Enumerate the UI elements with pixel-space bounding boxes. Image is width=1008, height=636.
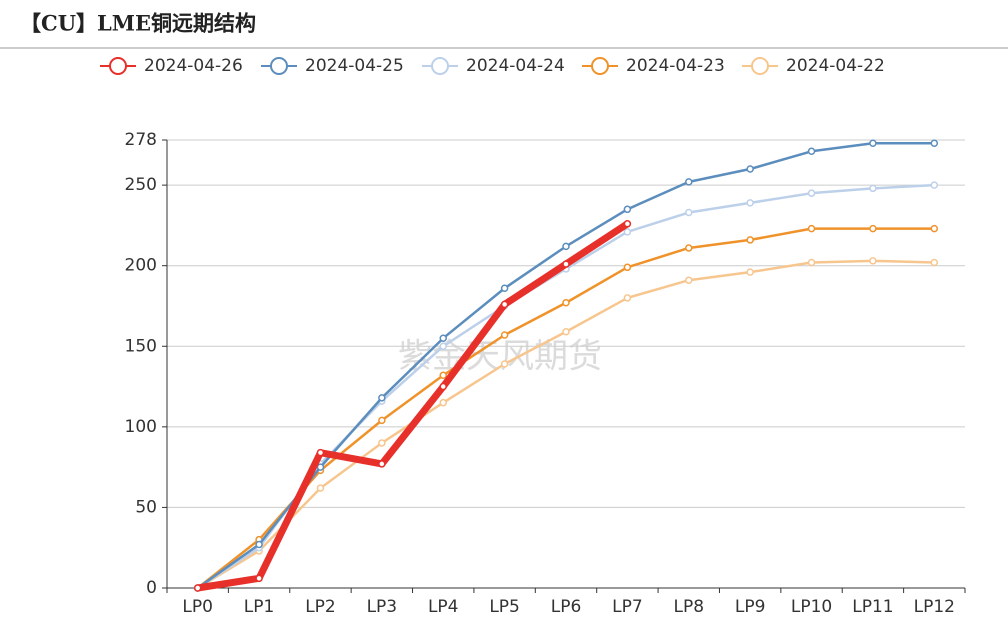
point [562,299,570,307]
point [746,165,754,173]
point [500,360,509,368]
x-tick-label: LP0 [182,597,213,617]
legend-label: 2024-04-22 [786,56,885,76]
point [378,439,386,447]
point [562,260,570,268]
point [685,276,693,284]
point [562,328,570,336]
point [807,189,816,197]
legend-marker [109,57,127,75]
x-tick-label: LP1 [244,597,275,617]
watermark: 紫金天风期货 [398,337,602,377]
point [869,224,877,233]
x-tick-label: LP5 [489,597,520,617]
point [193,584,202,592]
y-tick-label: 250 [125,175,157,195]
series-line [197,220,630,592]
legend-label: 2024-04-23 [626,56,725,76]
y-tick-label: 278 [125,130,157,150]
point [807,147,816,156]
point [255,574,263,583]
point [930,224,939,233]
point [439,382,447,391]
x-tick-label: LP7 [612,597,643,617]
point [316,448,325,457]
point [562,242,570,251]
y-tick-label: 50 [135,497,157,517]
point [869,184,877,193]
point [316,463,325,471]
x-tick-label: LP11 [852,597,893,617]
point [930,258,939,267]
y-tick-label: 150 [125,336,157,356]
point [869,257,877,265]
point [500,300,509,309]
point [439,334,447,342]
x-tick-label: LP3 [367,597,398,617]
series-line [197,259,935,590]
point [623,263,632,272]
point [378,416,386,425]
point [439,371,447,380]
point [316,484,325,492]
x-tick-label: LP12 [914,597,955,617]
x-tick-label: LP6 [551,597,582,617]
point [746,236,754,244]
point [930,181,939,189]
point [807,224,816,233]
point [623,228,632,236]
series-line [196,227,935,589]
legend-marker [751,57,769,75]
point [623,220,632,228]
point [930,139,939,147]
y-tick-label: 0 [146,578,157,598]
point [439,342,447,351]
point [685,178,693,186]
x-tick-label: LP10 [791,597,832,617]
point [685,208,693,217]
point [500,284,509,293]
point [378,460,386,468]
legend-marker [270,57,288,75]
legend-marker [431,57,449,75]
point [439,398,447,407]
chart-title: 【CU】LME铜远期结构 [20,11,256,36]
legend-label: 2024-04-25 [305,56,404,76]
point [746,199,754,207]
x-tick-label: LP9 [735,597,766,617]
point [685,244,693,252]
y-tick-label: 100 [125,417,157,437]
legend-marker [591,57,609,75]
point [378,394,386,402]
point [746,268,754,276]
x-tick-label: LP4 [428,597,459,617]
point [869,139,877,147]
x-tick-label: LP8 [673,597,704,617]
y-tick-label: 200 [125,256,157,276]
point [807,258,816,267]
point [623,294,632,302]
legend-label: 2024-04-26 [144,56,243,76]
x-tick-label: LP2 [305,597,336,617]
point [255,540,263,549]
legend-label: 2024-04-24 [466,56,565,76]
point [623,205,632,214]
point [500,331,509,339]
